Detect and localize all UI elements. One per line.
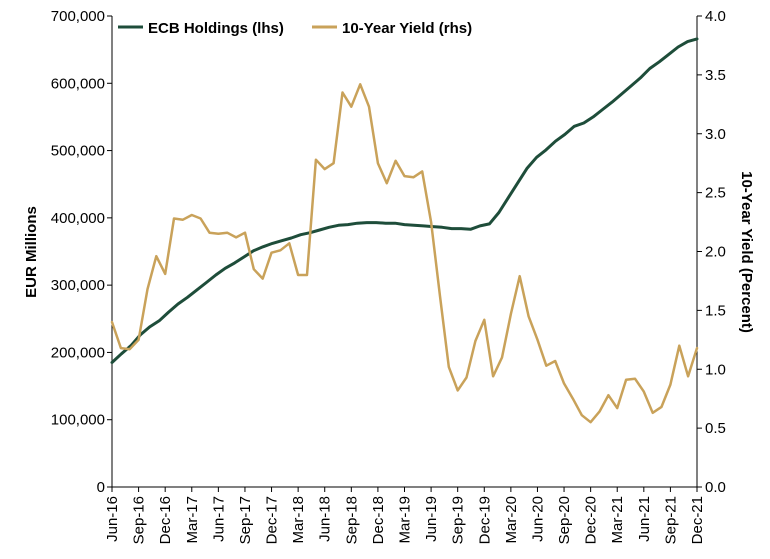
right-axis-title: 10-Year Yield (Percent) xyxy=(738,171,755,333)
right-tick-label: 3.0 xyxy=(705,126,726,143)
x-tick-label: Sep-17 xyxy=(237,496,254,544)
x-tick-label: Sep-19 xyxy=(450,496,467,544)
left-axis-title: EUR Millions xyxy=(23,206,40,298)
left-tick-label: 0 xyxy=(97,479,105,496)
x-tick-label: Jun-20 xyxy=(529,496,546,542)
left-axis-ticks: 0 100,000 200,000 300,000 400,000 500,000 600,… xyxy=(51,8,112,496)
left-tick-label: 400,000 xyxy=(51,210,105,227)
x-tick-label: Dec-17 xyxy=(264,496,281,544)
x-tick-label: Mar-17 xyxy=(184,496,201,544)
left-tick-label: 100,000 xyxy=(51,412,105,429)
x-tick-label: Dec-18 xyxy=(370,496,387,544)
series-line-10-year-yield xyxy=(110,83,699,424)
x-tick-label: Sep-18 xyxy=(343,496,360,544)
x-tick-label: Dec-20 xyxy=(583,496,600,544)
right-tick-label: 1.5 xyxy=(705,302,726,319)
left-tick-label: 600,000 xyxy=(51,75,105,92)
x-tick-label: Dec-21 xyxy=(689,496,706,544)
series-line-ecb-holdings xyxy=(110,37,699,364)
x-tick-label: Jun-19 xyxy=(423,496,440,542)
left-tick-label: 200,000 xyxy=(51,344,105,361)
x-tick-label: Jun-21 xyxy=(636,496,653,542)
x-tick-label: Sep-16 xyxy=(131,496,148,544)
x-tick-label: Sep-20 xyxy=(556,496,573,544)
x-axis-ticks: Jun-16 Sep-16 Dec-16 Mar-17 Jun-17 Sep-17 Dec-… xyxy=(104,487,706,544)
left-tick-label: 300,000 xyxy=(51,277,105,294)
right-tick-label: 2.0 xyxy=(705,244,726,261)
left-tick-label: 500,000 xyxy=(51,143,105,160)
legend: ECB Holdings (lhs) 10-Year Yield (rhs) xyxy=(118,20,472,37)
x-tick-label: Mar-21 xyxy=(609,496,626,544)
right-tick-label: 3.5 xyxy=(705,67,726,84)
right-axis-ticks: 0.0 0.5 1.0 1.5 2.0 2.5 3.0 3.5 4.0 xyxy=(697,8,726,496)
series-lines xyxy=(110,37,699,424)
right-tick-label: 4.0 xyxy=(705,8,726,25)
x-tick-label: Sep-21 xyxy=(662,496,679,544)
x-tick-label: Jun-16 xyxy=(104,496,121,542)
x-tick-label: Mar-18 xyxy=(290,496,307,544)
x-tick-label: Dec-19 xyxy=(476,496,493,544)
legend-label-ecb-holdings: ECB Holdings (lhs) xyxy=(148,20,284,37)
right-tick-label: 1.0 xyxy=(705,361,726,378)
left-tick-label: 700,000 xyxy=(51,8,105,25)
x-tick-label: Jun-18 xyxy=(317,496,334,542)
right-tick-label: 0.5 xyxy=(705,420,726,437)
axes xyxy=(111,16,698,488)
x-tick-label: Jun-17 xyxy=(210,496,227,542)
right-tick-label: 2.5 xyxy=(705,185,726,202)
right-tick-label: 0.0 xyxy=(705,479,726,496)
x-tick-label: Mar-20 xyxy=(503,496,520,544)
x-tick-label: Dec-16 xyxy=(157,496,174,544)
x-tick-label: Mar-19 xyxy=(397,496,414,544)
legend-label-10-year-yield: 10-Year Yield (rhs) xyxy=(342,20,472,37)
